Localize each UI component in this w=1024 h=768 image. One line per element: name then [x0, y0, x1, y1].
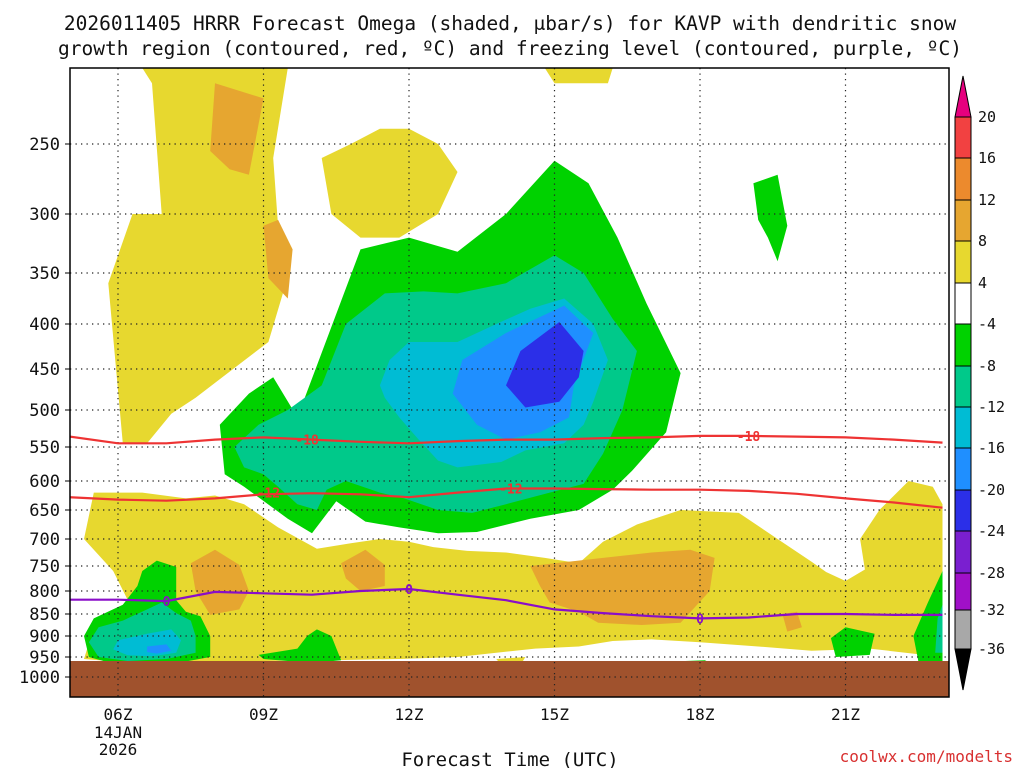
- dgz-contour-0-label-0: -18: [295, 434, 319, 449]
- colorbar-swatch-3: [954, 199, 972, 242]
- colorbar-swatch-12: [954, 572, 972, 611]
- chart-title-line1: 2026011405 HRRR Forecast Omega (shaded, …: [64, 12, 956, 35]
- colorbar-label-11: -28: [978, 564, 1005, 582]
- x-tick-label-21Z: 21Z: [831, 705, 860, 724]
- omega-region-19: [147, 644, 172, 654]
- y-tick-label-450: 450: [29, 360, 60, 380]
- omega-region-6: [190, 549, 249, 615]
- y-tick-label-700: 700: [29, 530, 60, 550]
- colorbar-swatch-5: [954, 282, 972, 325]
- freezing-level-contour-label-0: 0: [163, 595, 171, 610]
- colorbar-label-3: 8: [978, 232, 987, 250]
- below-ground: [70, 661, 949, 697]
- colorbar-swatch-2: [954, 157, 972, 201]
- grid: [70, 68, 949, 697]
- colorbar-label-0: 20: [978, 108, 996, 126]
- omega-region-21: [830, 627, 875, 657]
- y-tick-label-800: 800: [29, 582, 60, 602]
- colorbar-swatch-bottom: [954, 648, 972, 691]
- colorbar-label-13: -36: [978, 640, 1005, 658]
- dgz-contour-0-line: [70, 434, 943, 445]
- y-axis: 2503003504004505005506006507007508008509…: [19, 135, 70, 688]
- omega-region-1: [210, 83, 264, 175]
- date-label-day: 14JAN: [94, 723, 142, 742]
- colorbar-label-6: -8: [978, 357, 996, 375]
- y-tick-label-850: 850: [29, 605, 60, 625]
- y-tick-label-600: 600: [29, 472, 60, 492]
- colorbar: 20 16 12 8 4 -4 -8 -12 -16 -20 -24 -28 -32 -36: [954, 75, 1005, 691]
- omega-region-2: [263, 219, 293, 299]
- y-tick-label-1000: 1000: [19, 668, 60, 688]
- freezing-level-contour-label-2: 0: [696, 612, 704, 627]
- omega-region-24: [753, 174, 788, 262]
- dgz-contour-1-label-0: -12: [257, 487, 280, 502]
- y-tick-label-400: 400: [29, 315, 60, 335]
- x-axis-title: Forecast Time (UTC): [401, 749, 618, 768]
- colorbar-swatch-1: [954, 116, 972, 159]
- x-tick-label-06Z: 06Z: [104, 705, 133, 724]
- omega-region-23: [935, 604, 943, 653]
- freezing-level-contour-line: [70, 587, 943, 620]
- omega-region-15: [506, 322, 584, 408]
- omega-region-8: [530, 549, 715, 625]
- y-tick-label-250: 250: [29, 135, 60, 155]
- colorbar-label-5: -4: [978, 315, 996, 333]
- colorbar-label-2: 12: [978, 191, 996, 209]
- freezing-level-contour-label-1: 0: [405, 583, 413, 598]
- omega-region-9: [782, 611, 802, 632]
- contours: -18 -18 -12 -12 0 0 0: [70, 430, 943, 627]
- omega-region-4: [544, 68, 613, 84]
- colorbar-label-12: -32: [978, 601, 1005, 619]
- colorbar-swatch-13: [954, 609, 972, 650]
- omega-region-22: [913, 571, 943, 661]
- dgz-contour-1-line: [70, 487, 943, 509]
- ground-fill: [70, 661, 949, 697]
- credit-text: coolwx.com/modelts: [840, 747, 1013, 766]
- y-tick-label-300: 300: [29, 205, 60, 225]
- colorbar-label-8: -16: [978, 439, 1005, 457]
- colorbar-swatch-4: [954, 240, 972, 284]
- colorbar-swatch-8: [954, 406, 972, 449]
- colorbar-label-4: 4: [978, 274, 987, 292]
- chart-title-line2: growth region (contoured, red, ºC) and f…: [58, 37, 962, 60]
- y-tick-label-350: 350: [29, 264, 60, 284]
- omega-region-7: [341, 549, 385, 591]
- y-tick-label-950: 950: [29, 648, 60, 668]
- omega-region-20: [258, 629, 342, 663]
- colorbar-label-7: -12: [978, 398, 1005, 416]
- colorbar-label-1: 16: [978, 149, 996, 167]
- colorbar-swatch-10: [954, 489, 972, 532]
- x-tick-label-15Z: 15Z: [540, 705, 569, 724]
- colorbar-swatch-6: [954, 323, 972, 367]
- omega-region-3: [321, 128, 458, 238]
- x-tick-label-12Z: 12Z: [395, 705, 424, 724]
- colorbar-swatch-9: [954, 447, 972, 491]
- colorbar-label-10: -24: [978, 522, 1005, 540]
- y-tick-label-650: 650: [29, 501, 60, 521]
- x-tick-label-09Z: 09Z: [249, 705, 278, 724]
- x-axis: 06Z 09Z 12Z 15Z 18Z 21Z: [104, 705, 861, 724]
- plot-area: -18 -18 -12 -12 0 0 0: [70, 68, 949, 697]
- y-tick-label-900: 900: [29, 627, 60, 647]
- colorbar-swatch-7: [954, 365, 972, 408]
- dgz-contour-0-label-1: -18: [737, 430, 761, 445]
- y-tick-label-750: 750: [29, 557, 60, 577]
- x-tick-label-18Z: 18Z: [686, 705, 715, 724]
- date-label-year: 2026: [99, 740, 138, 759]
- y-tick-label-550: 550: [29, 438, 60, 458]
- plot-frame: [69, 67, 950, 698]
- dgz-contour-1-label-1: -12: [499, 483, 522, 498]
- y-tick-label-500: 500: [29, 401, 60, 421]
- colorbar-swatch-11: [954, 530, 972, 574]
- omega-region-5: [84, 481, 943, 662]
- colorbar-label-9: -20: [978, 481, 1005, 499]
